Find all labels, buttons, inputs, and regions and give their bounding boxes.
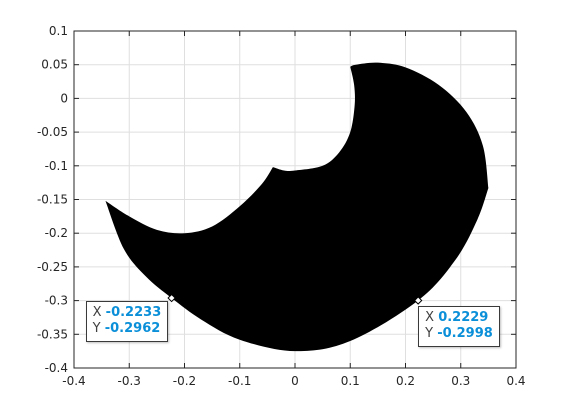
datatip-x-value: 0.2229 [438,310,489,326]
y-tick-label: 0.1 [49,24,68,38]
x-tick-label: 0.2 [396,374,415,388]
datatip-x-label: X [92,305,102,321]
filled-shape [105,62,489,352]
y-tick-label: -0.25 [37,260,68,274]
datatip-right[interactable]: X 0.2229 Y -0.2998 [418,306,500,348]
y-tick-label: -0.2 [45,226,68,240]
datatip-y-label: Y [92,321,101,337]
x-tick-label: 0.1 [341,374,360,388]
x-tick-label: 0.3 [451,374,470,388]
x-axis: -0.4 -0.3 -0.2 -0.1 0 0.1 0.2 0.3 0.4 [62,31,526,388]
datatip-x-value: -0.2233 [105,305,162,321]
datatip-marker[interactable] [167,293,176,303]
y-tick-label: -0.05 [37,125,68,139]
x-tick-label: -0.2 [173,374,196,388]
y-tick-label: -0.3 [45,294,68,308]
datatip-marker[interactable] [413,296,423,305]
datatip-x-label: X [425,310,435,326]
datatip-markers [167,293,423,305]
y-axis: 0.1 0.05 0 -0.05 -0.1 -0.15 -0.2 -0.25 -0.3 -0.35… [37,24,516,375]
y-tick-label: -0.4 [45,361,68,375]
datatip-y-label: Y [425,326,434,342]
datatip-y-value: -0.2962 [104,321,161,337]
datatip-left[interactable]: X -0.2233 Y -0.2962 [85,301,169,343]
x-tick-label: -0.1 [228,374,251,388]
y-tick-label: -0.15 [37,193,68,207]
x-tick-label: -0.3 [118,374,141,388]
x-tick-label: 0.4 [506,374,525,388]
y-tick-label: 0 [60,91,68,105]
x-tick-label: -0.4 [62,374,85,388]
y-tick-label: -0.35 [37,327,68,341]
datatip-y-value: -0.2998 [437,326,493,342]
y-tick-label: -0.1 [45,159,68,173]
x-tick-label: 0 [291,374,299,388]
y-tick-label: 0.05 [41,58,68,72]
